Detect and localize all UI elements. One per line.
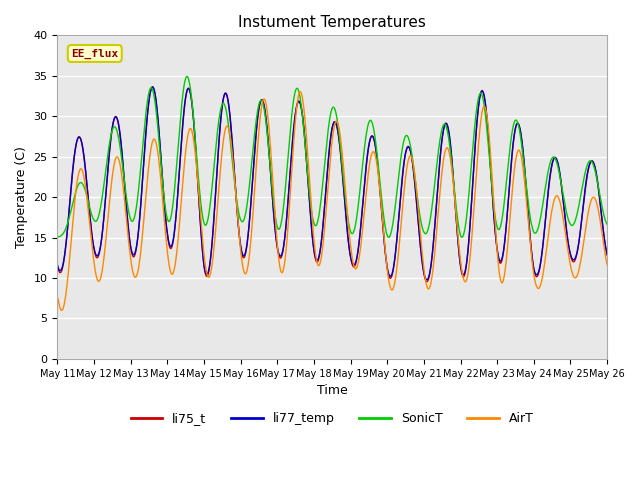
AirT bbox=[493, 238, 500, 244]
li77_temp bbox=[54, 262, 61, 268]
SonicT bbox=[492, 220, 500, 226]
SonicT bbox=[54, 235, 61, 240]
SonicT bbox=[604, 221, 611, 227]
li77_temp bbox=[148, 84, 156, 90]
li77_temp bbox=[207, 252, 215, 258]
SonicT bbox=[570, 221, 578, 227]
li77_temp bbox=[348, 260, 356, 266]
AirT bbox=[296, 89, 304, 95]
li77_temp bbox=[604, 252, 611, 257]
SonicT bbox=[183, 73, 191, 79]
li77_temp bbox=[570, 257, 578, 263]
AirT bbox=[349, 257, 356, 263]
Line: li75_t: li75_t bbox=[58, 87, 607, 282]
SonicT bbox=[360, 147, 368, 153]
li77_temp bbox=[423, 277, 431, 283]
li75_t bbox=[570, 259, 578, 264]
AirT bbox=[54, 295, 61, 300]
li75_t bbox=[493, 240, 500, 246]
li75_t bbox=[148, 84, 156, 90]
SonicT bbox=[555, 168, 563, 173]
li77_temp bbox=[360, 183, 368, 189]
Title: Instument Temperatures: Instument Temperatures bbox=[238, 15, 426, 30]
Legend: li75_t, li77_temp, SonicT, AirT: li75_t, li77_temp, SonicT, AirT bbox=[126, 407, 539, 430]
li75_t bbox=[54, 263, 61, 268]
Line: AirT: AirT bbox=[58, 92, 607, 311]
li75_t bbox=[360, 185, 368, 191]
AirT bbox=[604, 262, 611, 267]
Text: EE_flux: EE_flux bbox=[71, 48, 118, 59]
AirT bbox=[570, 275, 578, 280]
AirT bbox=[555, 196, 563, 202]
li75_t bbox=[207, 252, 215, 258]
li75_t bbox=[555, 167, 563, 172]
SonicT bbox=[207, 195, 215, 201]
li77_temp bbox=[493, 240, 500, 246]
AirT bbox=[58, 308, 65, 313]
Y-axis label: Temperature (C): Temperature (C) bbox=[15, 146, 28, 248]
AirT bbox=[360, 207, 368, 213]
li77_temp bbox=[555, 165, 563, 171]
Line: li77_temp: li77_temp bbox=[58, 87, 607, 280]
li75_t bbox=[423, 279, 431, 285]
SonicT bbox=[348, 231, 356, 237]
Line: SonicT: SonicT bbox=[58, 76, 607, 238]
X-axis label: Time: Time bbox=[317, 384, 348, 397]
AirT bbox=[207, 269, 215, 275]
li75_t bbox=[604, 252, 611, 258]
li75_t bbox=[348, 262, 356, 267]
